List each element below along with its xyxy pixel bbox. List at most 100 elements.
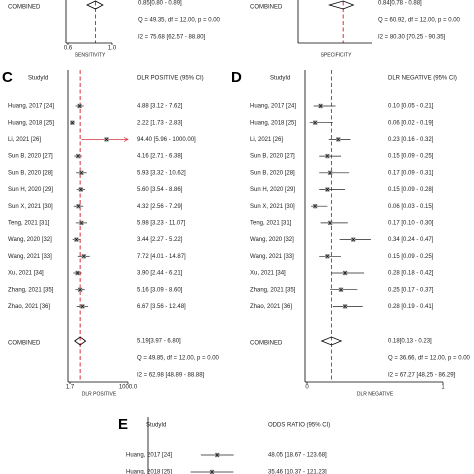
point-cross bbox=[76, 154, 80, 158]
study-name: Zhang, 2021 [35] bbox=[8, 287, 54, 293]
combined-label: 0.84[0.78 - 0.88] bbox=[378, 1, 422, 7]
study-name: Sun X, 2021 [30] bbox=[8, 204, 53, 210]
value-header: DLR POSITIVE (95% CI) bbox=[137, 76, 204, 82]
study-name: Sun H, 2020 [29] bbox=[8, 187, 53, 193]
study-name: Wang, 2020 [32] bbox=[8, 237, 52, 243]
heterogeneity-stat: I2 = 80.30 [70.25 - 90.35] bbox=[378, 35, 446, 41]
study-name: Huang, 2018 [25] bbox=[250, 120, 296, 126]
x-axis-title: DLR NEGATIVE bbox=[357, 391, 394, 397]
x-tick-label: 0 bbox=[305, 385, 309, 391]
study-name: Sun B, 2020 [28] bbox=[250, 170, 295, 176]
study-name: Li, 2021 [26] bbox=[8, 137, 41, 143]
estimate-label: 5.98 [3.23 - 11.07] bbox=[137, 220, 186, 226]
estimate-label: 4.16 [2.71 - 6.38] bbox=[137, 154, 183, 160]
combined-diamond bbox=[74, 336, 87, 346]
study-name: Zhao, 2021 [36] bbox=[8, 304, 50, 310]
estimate-label: 0.23 [0.16 - 0.32] bbox=[388, 137, 434, 143]
point-cross bbox=[325, 187, 330, 192]
estimate-label: 0.17 [0.10 - 0.30] bbox=[388, 220, 434, 226]
study-name: Zhao, 2021 [36] bbox=[250, 304, 292, 310]
combined-label: 0.18[0.13 - 0.23] bbox=[388, 339, 432, 345]
study-name: Huang, 2017 [24] bbox=[8, 104, 54, 110]
point-cross bbox=[80, 304, 85, 309]
combined-diamond bbox=[327, 0, 355, 10]
point-cross bbox=[336, 137, 340, 142]
point-cross bbox=[328, 171, 332, 175]
combined-label: 5.19[3.97 - 6.80] bbox=[137, 339, 181, 345]
estimate-label: 0.17 [0.09 - 0.31] bbox=[388, 170, 434, 176]
estimate-label: 0.34 [0.24 - 0.47] bbox=[388, 237, 434, 243]
estimate-label: 35.46 [10.37 - 121.23] bbox=[268, 470, 327, 474]
study-name: Sun X, 2021 [30] bbox=[250, 204, 295, 210]
estimate-label: 4.32 [2.56 - 7.29] bbox=[137, 204, 183, 210]
study-name: Wang, 2020 [32] bbox=[250, 237, 294, 243]
heterogeneity-stat: I2 = 62.98 [48.89 - 88.88] bbox=[137, 373, 205, 379]
point-cross bbox=[343, 304, 347, 309]
point-cross bbox=[78, 287, 82, 292]
study-name: Sun H, 2020 [29] bbox=[250, 187, 295, 193]
heterogeneity-stat: I2 = 75.68 [62.57 - 88.80] bbox=[138, 35, 206, 41]
estimate-label: 48.05 [18.67 - 123.68] bbox=[268, 453, 327, 459]
study-name: Huang, 2018 [25] bbox=[8, 120, 54, 126]
combined-name: COMBINED bbox=[250, 341, 283, 347]
point-cross bbox=[70, 120, 75, 125]
estimate-label: 0.28 [0.19 - 0.41] bbox=[388, 304, 434, 310]
panel-letter: E bbox=[118, 416, 128, 433]
estimate-label: 0.15 [0.09 - 0.25] bbox=[388, 254, 434, 260]
point-cross bbox=[325, 154, 330, 158]
point-cross bbox=[215, 453, 219, 457]
point-cross bbox=[104, 137, 109, 142]
point-cross bbox=[325, 254, 330, 259]
heterogeneity-stat: Q = 49.35, df = 12.00, p = 0.00 bbox=[138, 18, 221, 24]
point-cross bbox=[313, 120, 317, 125]
study-name: Sun B, 2020 [27] bbox=[8, 154, 53, 160]
study-name: Xu, 2021 [34] bbox=[8, 271, 44, 277]
combined-name: COMBINED bbox=[8, 5, 41, 11]
point-cross bbox=[77, 104, 82, 108]
study-header: StudyId bbox=[146, 423, 166, 429]
study-header: StudyId bbox=[270, 76, 290, 82]
point-cross bbox=[75, 271, 80, 275]
x-tick-label: 0.6 bbox=[64, 46, 73, 52]
study-name: Teng, 2021 [31] bbox=[8, 220, 50, 226]
x-tick-label: 1000.0 bbox=[119, 385, 138, 391]
panel-letter: C bbox=[2, 69, 13, 86]
value-header: DLR NEGATIVE (95% CI) bbox=[388, 76, 457, 82]
study-name: Huang, 2018 [25] bbox=[126, 470, 172, 474]
point-cross bbox=[328, 221, 332, 225]
estimate-label: 0.15 [0.09 - 0.28] bbox=[388, 187, 434, 193]
estimate-label: 5.93 [3.32 - 10.62] bbox=[137, 170, 186, 176]
interval-arrow bbox=[123, 137, 129, 142]
point-cross bbox=[210, 470, 214, 474]
heterogeneity-stat: Q = 49.85, df = 12.00, p = 0.00 bbox=[137, 356, 220, 362]
estimate-label: 94.40 [5.96 - 1000.00] bbox=[137, 137, 196, 143]
x-axis-title: SENSITIVITY bbox=[75, 52, 106, 58]
estimate-label: 0.10 [0.05 - 0.21] bbox=[388, 104, 434, 110]
point-cross bbox=[313, 204, 317, 208]
study-name: Wang, 2021 [33] bbox=[8, 254, 52, 260]
estimate-label: 0.15 [0.09 - 0.25] bbox=[388, 154, 434, 160]
value-header: ODDS RATIO (95% CI) bbox=[268, 423, 330, 429]
study-name: Sun B, 2020 [27] bbox=[250, 154, 295, 160]
point-cross bbox=[339, 287, 343, 292]
estimate-label: 4.88 [3.12 - 7.62] bbox=[137, 104, 183, 110]
point-cross bbox=[79, 187, 83, 192]
x-tick-label: 1 bbox=[441, 385, 445, 391]
study-name: Teng, 2021 [31] bbox=[250, 220, 292, 226]
combined-diamond bbox=[320, 336, 343, 346]
heterogeneity-stat: Q = 60.92, df = 12.00, p = 0.00 bbox=[378, 18, 461, 24]
study-name: Li, 2021 [26] bbox=[250, 137, 283, 143]
x-axis-title: DLR POSITIVE bbox=[82, 391, 117, 397]
point-cross bbox=[79, 221, 84, 225]
estimate-label: 0.06 [0.03 - 0.15] bbox=[388, 204, 434, 210]
estimate-label: 5.60 [3.54 - 8.86] bbox=[137, 187, 183, 193]
study-name: Huang, 2017 [24] bbox=[250, 104, 296, 110]
estimate-label: 0.28 [0.18 - 0.42] bbox=[388, 271, 434, 277]
study-name: Sun B, 2020 [28] bbox=[8, 170, 53, 176]
estimate-label: 3.44 [2.27 - 5.22] bbox=[137, 237, 183, 243]
point-cross bbox=[74, 237, 79, 242]
point-cross bbox=[79, 171, 84, 175]
combined-name: COMBINED bbox=[8, 341, 41, 347]
combined-diamond bbox=[86, 0, 104, 10]
